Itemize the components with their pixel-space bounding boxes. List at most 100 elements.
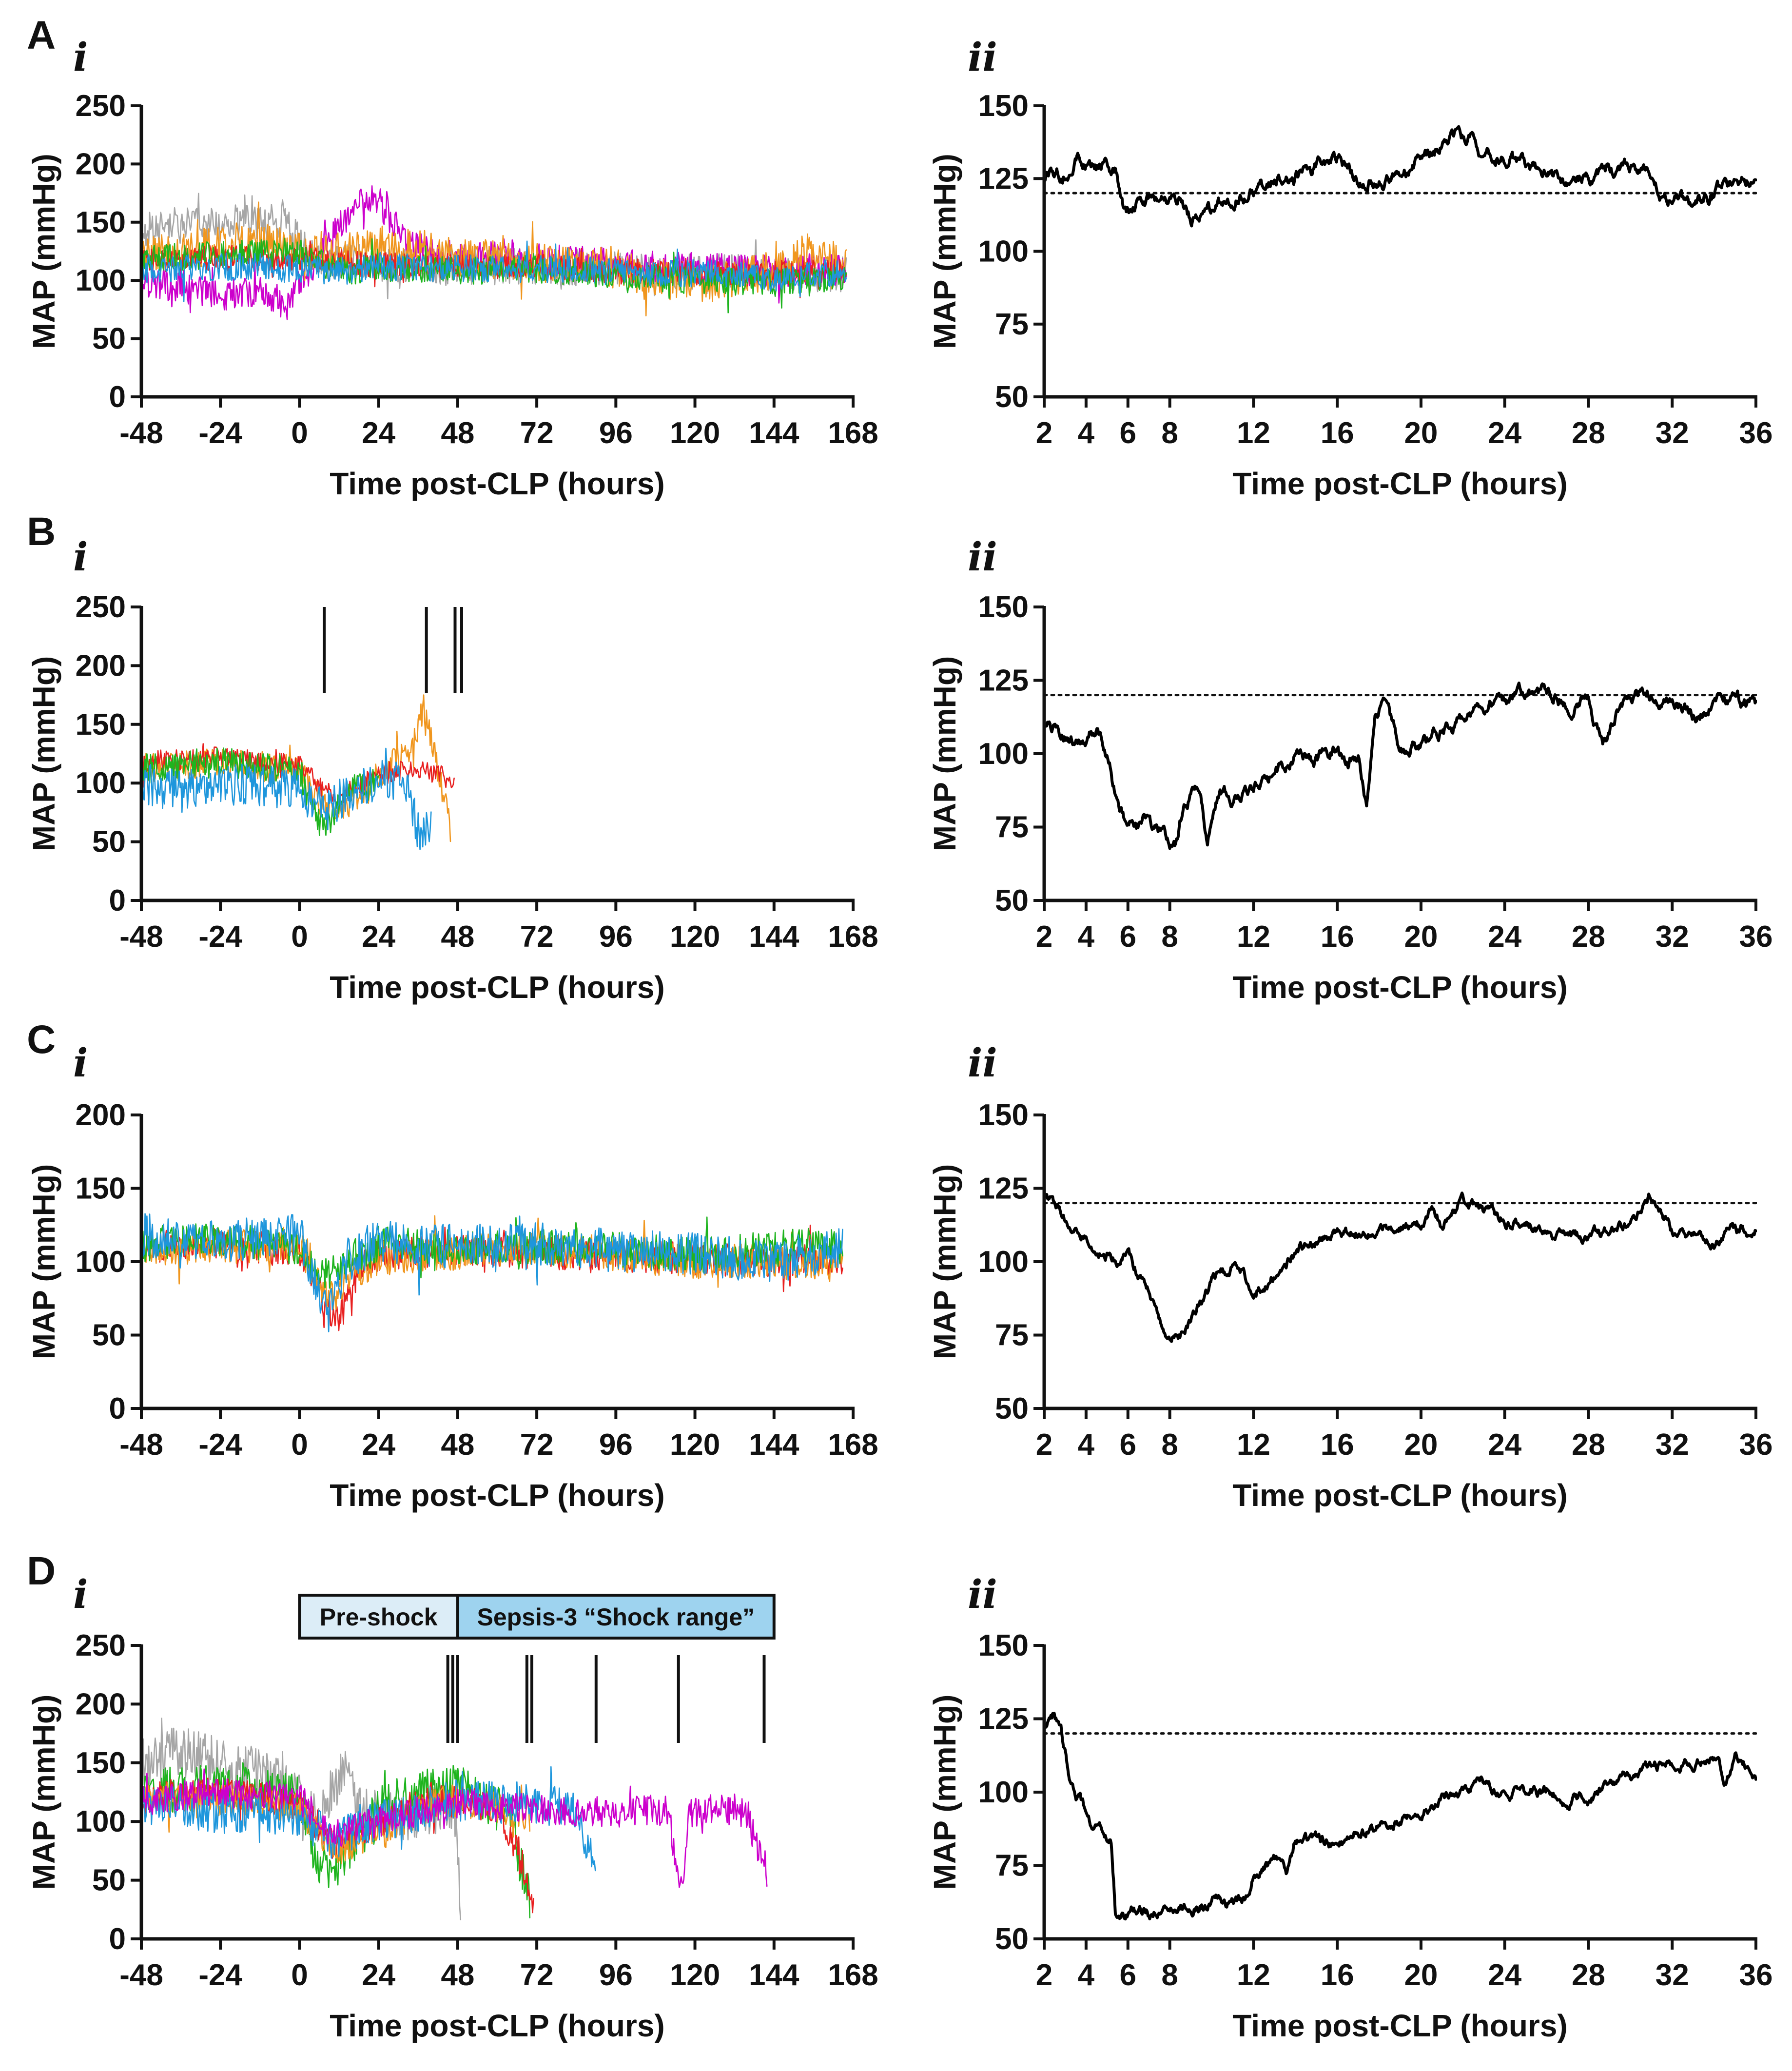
x-tick-label: -24 — [198, 920, 242, 954]
y-axis-title: MAP (mmHg) — [927, 656, 962, 852]
y-axis-title: MAP (mmHg) — [927, 154, 962, 349]
x-tick-label: 32 — [1656, 1428, 1689, 1462]
shock-range-box — [456, 1594, 776, 1640]
x-tick-label: -48 — [119, 1958, 163, 1992]
x-tick-label: -24 — [198, 1958, 242, 1992]
x-axis-title: Time post-CLP (hours) — [330, 466, 664, 501]
y-tick-label: 150 — [76, 708, 126, 742]
y-tick-label: 150 — [978, 1629, 1029, 1662]
pre-shock-label: Pre-shock — [320, 1603, 438, 1631]
y-axis-title: MAP (mmHg) — [26, 1695, 61, 1890]
x-tick-label: 8 — [1161, 1958, 1178, 1992]
x-tick-label: 36 — [1739, 920, 1773, 954]
y-axis-title: MAP (mmHg) — [927, 1164, 962, 1360]
x-tick-label: 20 — [1404, 1958, 1438, 1992]
x-tick-label: -24 — [198, 416, 242, 450]
y-tick-label: 75 — [995, 811, 1029, 844]
x-tick-label: 96 — [599, 416, 633, 450]
y-tick-label: 50 — [995, 380, 1029, 414]
y-tick-label: 0 — [109, 1922, 126, 1956]
x-tick-label: 36 — [1739, 1428, 1773, 1462]
y-tick-label: 200 — [76, 147, 126, 181]
x-tick-label: 120 — [670, 920, 720, 954]
shock-range-label: Sepsis-3 “Shock range” — [477, 1603, 755, 1631]
series-group — [1044, 1712, 1757, 1921]
y-tick-label: 200 — [76, 1098, 126, 1132]
x-tick-label: 120 — [670, 1428, 720, 1462]
chart-b-i: i 0 50 100 150 200 250 -48 -24 0 24 48 72 96 120 144 168… — [26, 534, 878, 1005]
x-tick-label: 48 — [441, 1428, 474, 1462]
y-axis-title: MAP (mmHg) — [26, 1164, 61, 1360]
y-tick-label: 50 — [995, 1922, 1029, 1956]
x-tick-label: 144 — [749, 1428, 799, 1462]
x-tick-label: 96 — [599, 920, 633, 954]
x-tick-label: 32 — [1656, 416, 1689, 450]
series-group — [141, 694, 455, 850]
x-tick-label: 20 — [1404, 920, 1438, 954]
sublabel: i — [73, 34, 88, 80]
series-group — [1044, 1190, 1757, 1343]
x-tick-label: 16 — [1321, 416, 1354, 450]
series-line-blue — [141, 240, 847, 302]
sublabel: ii — [968, 534, 997, 580]
pre-shock-box — [298, 1594, 459, 1640]
x-tick-label: 4 — [1078, 416, 1095, 450]
y-tick-label: 150 — [76, 206, 126, 239]
series-group — [141, 1718, 768, 1920]
x-tick-label: 24 — [1488, 1958, 1521, 1992]
x-tick-label: 2 — [1036, 416, 1052, 450]
x-tick-label: -48 — [119, 920, 163, 954]
sublabel: i — [73, 1571, 88, 1617]
x-tick-label: 4 — [1078, 1428, 1095, 1462]
x-tick-label: 24 — [362, 1428, 395, 1462]
x-tick-label: 32 — [1656, 1958, 1689, 1992]
x-tick-label: 96 — [599, 1958, 633, 1992]
y-axis-title: MAP (mmHg) — [26, 656, 61, 852]
y-tick-label: 150 — [978, 590, 1029, 624]
panel-letter: D — [27, 1549, 56, 1593]
y-tick-label: 50 — [92, 1319, 126, 1352]
x-tick-label: 8 — [1161, 1428, 1178, 1462]
y-tick-label: 50 — [995, 884, 1029, 918]
x-tick-label: 144 — [749, 920, 799, 954]
x-tick-label: 2 — [1036, 920, 1052, 954]
x-tick-label: 6 — [1120, 416, 1136, 450]
x-tick-label: 28 — [1572, 1958, 1605, 1992]
y-tick-label: 75 — [995, 308, 1029, 341]
x-tick-label: 144 — [749, 1958, 799, 1992]
x-tick-label: 72 — [520, 920, 554, 954]
x-axis-title: Time post-CLP (hours) — [1232, 970, 1567, 1005]
x-tick-label: 48 — [441, 1958, 474, 1992]
y-tick-label: 200 — [76, 649, 126, 683]
y-tick-label: 100 — [978, 1776, 1029, 1809]
x-tick-label: 24 — [1488, 920, 1521, 954]
x-tick-label: 12 — [1237, 1428, 1270, 1462]
series-line-mean — [1044, 1712, 1757, 1921]
y-tick-label: 250 — [76, 1629, 126, 1662]
x-tick-label: 72 — [520, 416, 554, 450]
x-axis-title: Time post-CLP (hours) — [330, 1478, 664, 1513]
x-tick-label: 16 — [1321, 1428, 1354, 1462]
y-tick-label: 125 — [978, 1702, 1029, 1736]
series-line-blue — [141, 747, 432, 850]
x-tick-label: 2 — [1036, 1958, 1052, 1992]
x-tick-label: 36 — [1739, 416, 1773, 450]
series-group — [1044, 682, 1757, 850]
x-tick-label: 12 — [1237, 416, 1270, 450]
series-group — [141, 185, 847, 320]
x-tick-label: 6 — [1120, 920, 1136, 954]
x-tick-label: 24 — [1488, 416, 1521, 450]
series-line-mean — [1044, 125, 1757, 228]
x-tick-label: 72 — [520, 1428, 554, 1462]
x-tick-label: -48 — [119, 416, 163, 450]
x-axis-title: Time post-CLP (hours) — [330, 2008, 664, 2043]
sublabel: ii — [968, 1571, 997, 1617]
series-line-blue — [141, 1213, 843, 1332]
x-tick-label: 24 — [362, 416, 395, 450]
y-axis-title: MAP (mmHg) — [26, 154, 61, 349]
x-tick-label: 0 — [291, 920, 308, 954]
x-tick-label: 6 — [1120, 1958, 1136, 1992]
